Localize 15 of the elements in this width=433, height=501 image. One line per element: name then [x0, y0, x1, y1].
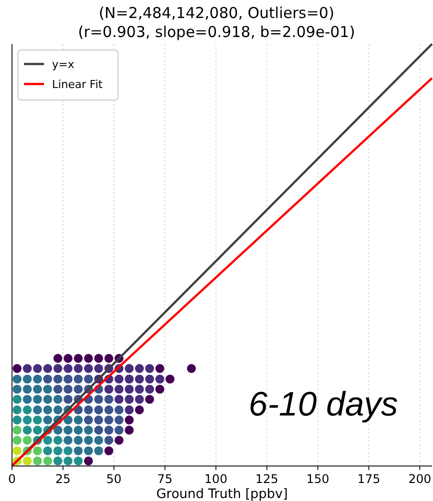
- x-axis-title: Ground Truth [ppbv]: [156, 487, 288, 501]
- x-tick-label: 125: [255, 472, 278, 486]
- legend-label: Linear Fit: [52, 78, 104, 91]
- annotation: 6-10 days: [248, 385, 398, 424]
- x-tick-label: 50: [106, 472, 122, 486]
- x-tick-label: 200: [408, 472, 432, 486]
- x-tick-label: 175: [357, 472, 380, 486]
- x-tick-label: 100: [204, 472, 228, 486]
- x-tick-label: 75: [157, 472, 173, 486]
- x-tick-label: 25: [55, 472, 71, 486]
- legend-label: y=x: [52, 58, 75, 71]
- x-tick-label: 0: [8, 472, 16, 486]
- chart-subtitle: (r=0.903, slope=0.918, b=2.09e-01): [78, 23, 356, 41]
- x-tick-label: 150: [306, 472, 330, 486]
- chart-title: (N=2,484,142,080, Outliers=0): [98, 4, 334, 22]
